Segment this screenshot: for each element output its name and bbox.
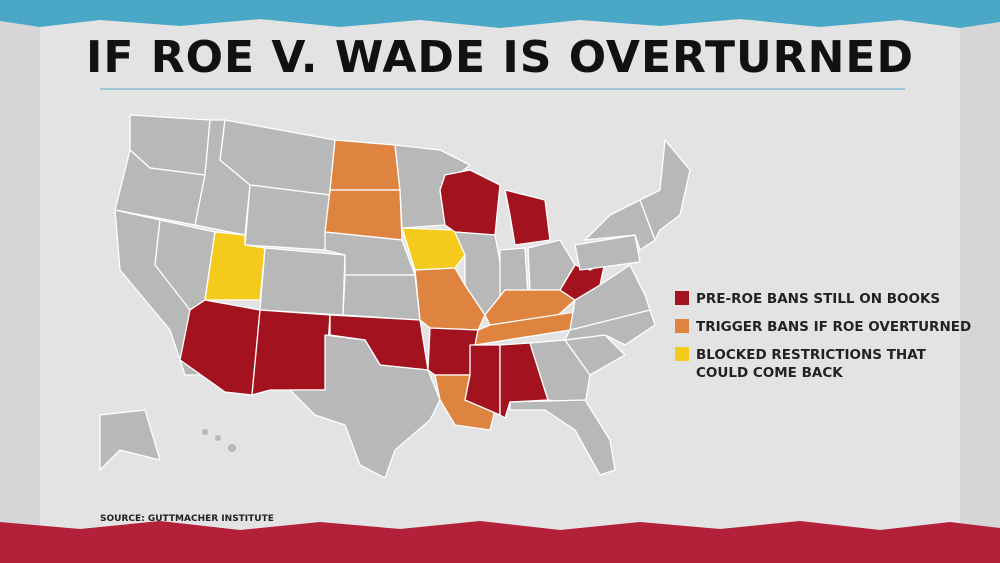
legend: PRE-ROE BANS STILL ON BOOKS TRIGGER BANS… xyxy=(675,291,971,381)
title: IF ROE V. WADE IS OVERTURNED xyxy=(86,32,914,83)
top-banner xyxy=(0,0,1000,28)
legend-label: TRIGGER BANS IF ROE OVERTURNED xyxy=(696,319,971,335)
bottom-banner xyxy=(0,521,1000,563)
us-map xyxy=(99,114,691,479)
legend-swatch xyxy=(675,347,689,361)
legend-label: PRE-ROE BANS STILL ON BOOKS xyxy=(696,291,940,307)
legend-swatch xyxy=(675,291,689,305)
source: SOURCE: GUTTMACHER INSTITUTE xyxy=(100,514,274,524)
legend-label: COULD COME BACK xyxy=(696,365,843,381)
legend-label: BLOCKED RESTRICTIONS THAT xyxy=(696,347,927,363)
legend-swatch xyxy=(675,319,689,333)
